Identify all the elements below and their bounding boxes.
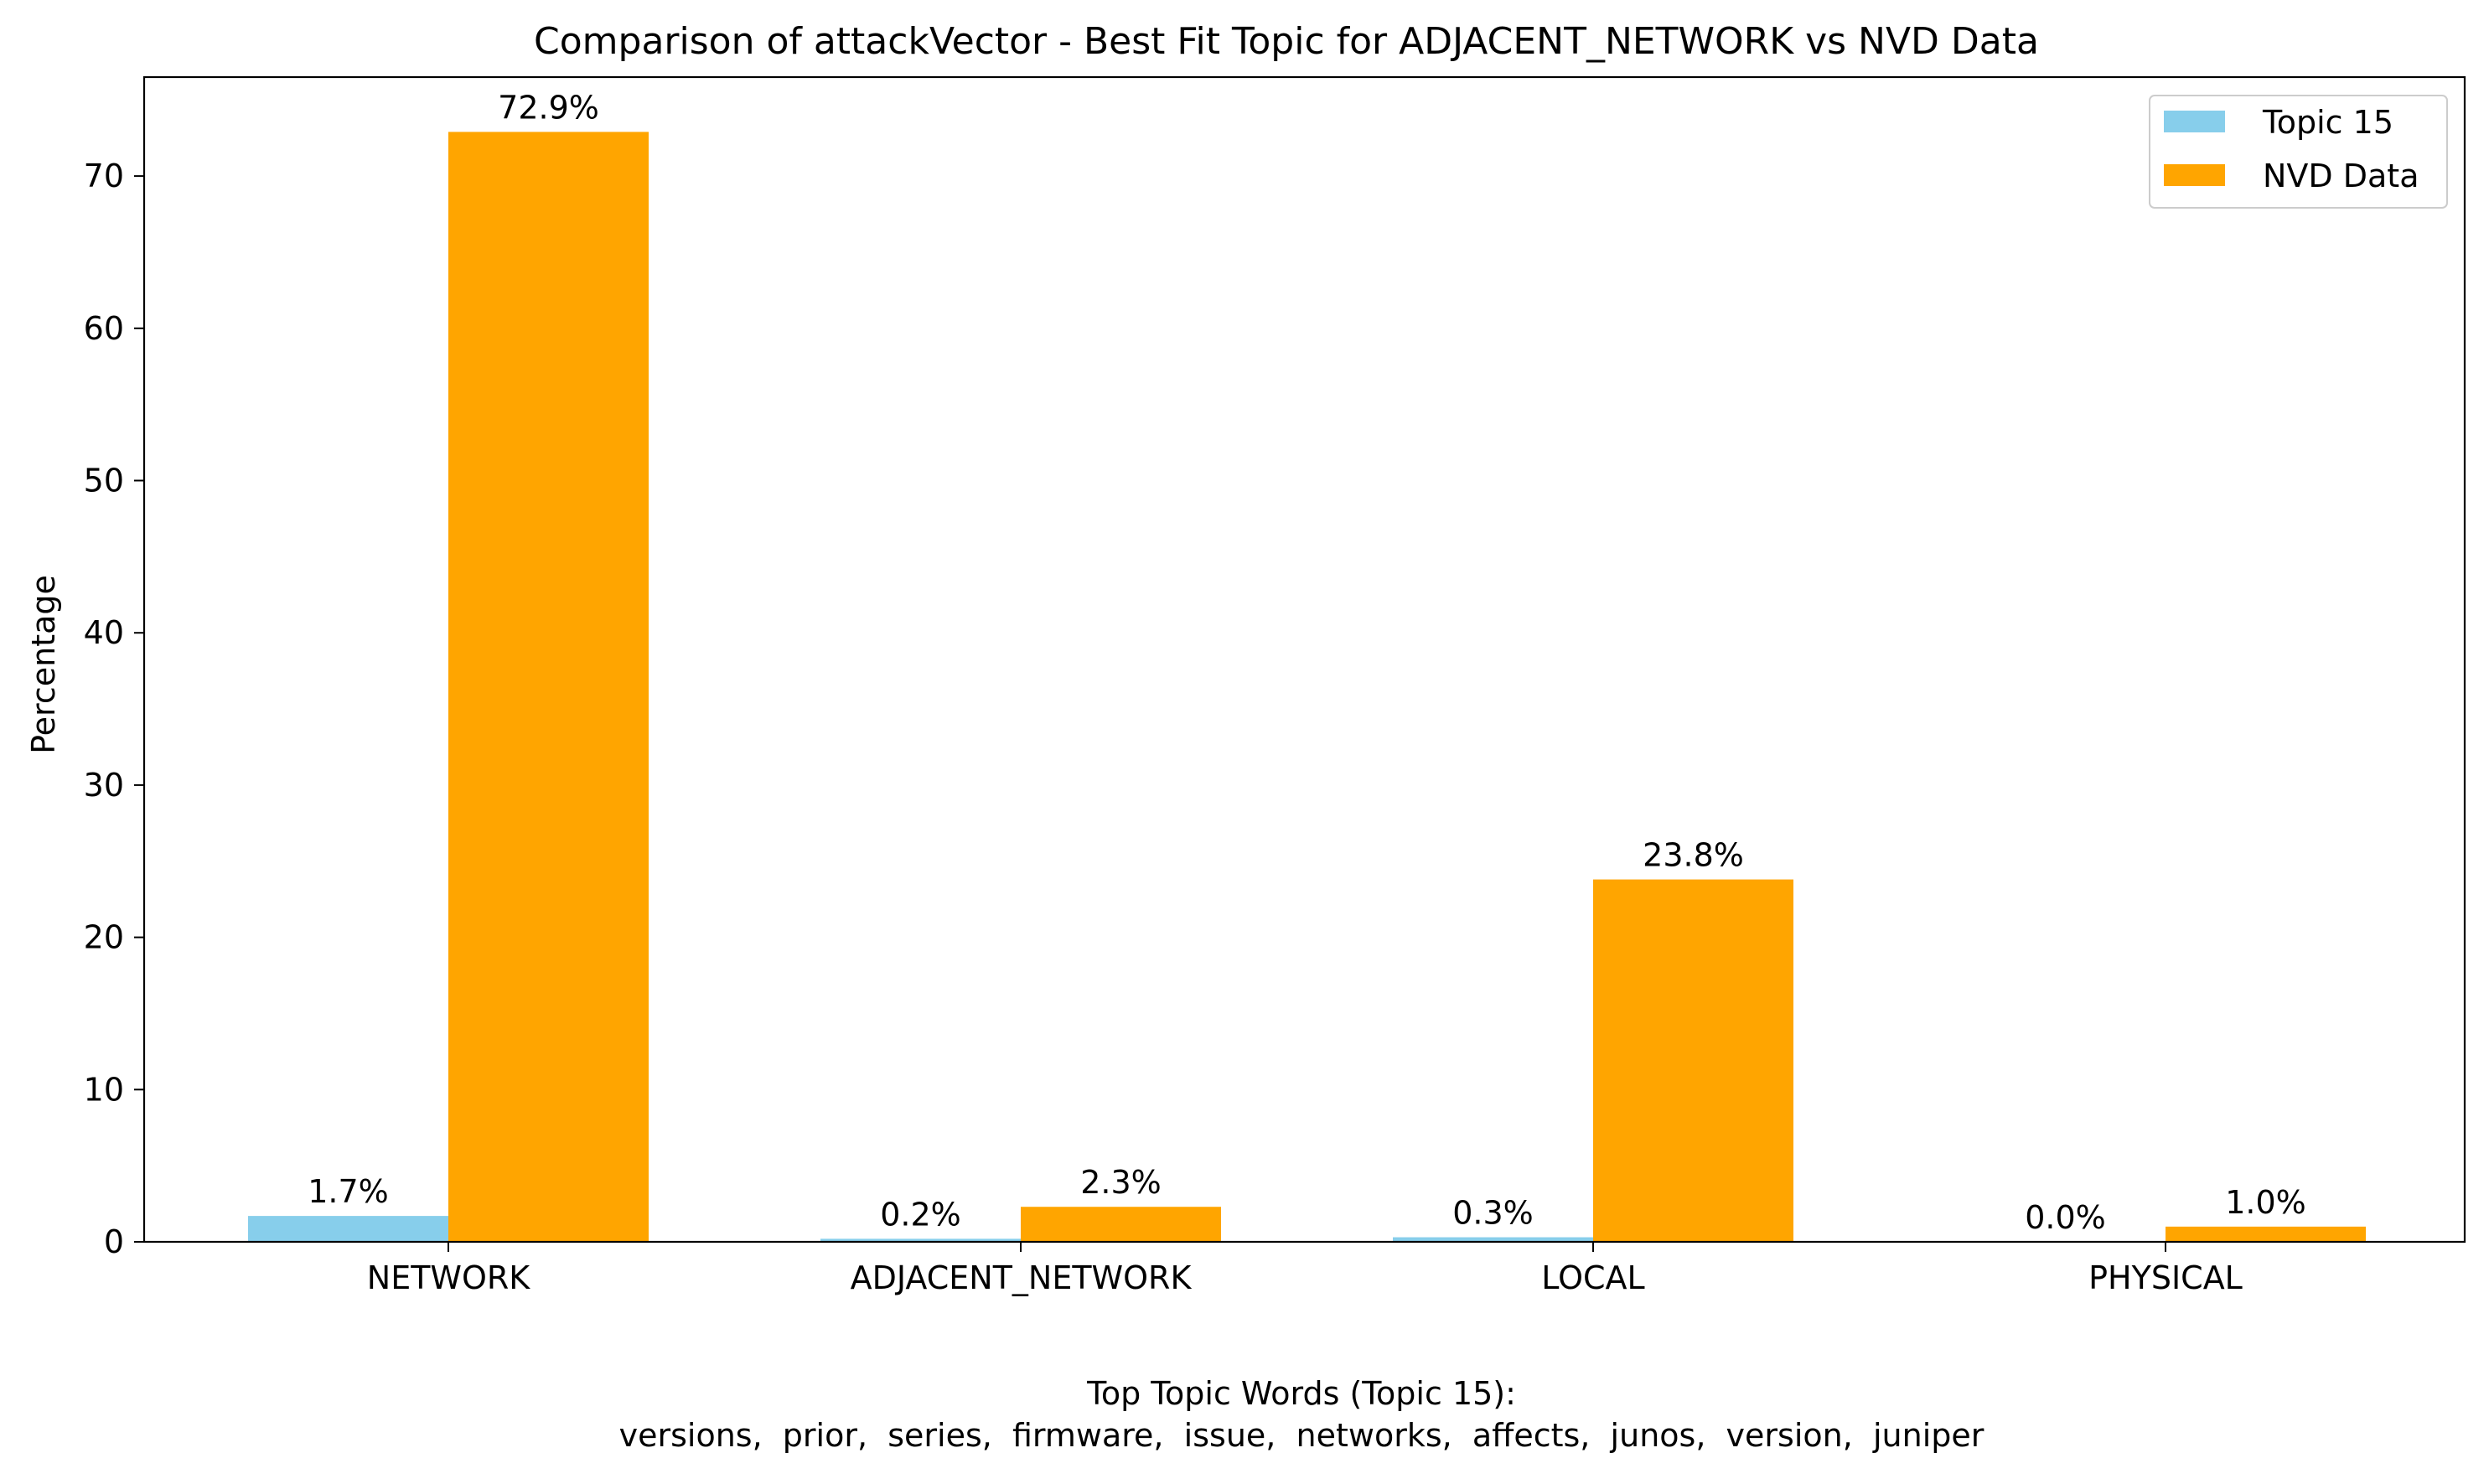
footer-topic-words: versions, prior, series, firmware, issue…: [619, 1417, 1984, 1454]
bar-nvd-data-local: [1593, 879, 1793, 1242]
bar-nvd-data-adjacent-network: [1021, 1207, 1221, 1242]
data-label-topic-15-adjacent-network: 0.2%: [880, 1196, 961, 1233]
x-ticks-layer: NETWORK ADJACENT_NETWORK LOCAL PHYSICAL: [367, 1242, 2243, 1296]
data-label-nvd-data-network: 72.9%: [498, 89, 599, 126]
bar-topic-15-adjacent-network: [820, 1238, 1021, 1242]
data-label-nvd-data-local: 23.8%: [1643, 837, 1744, 874]
chart-title: Comparison of attackVector - Best Fit To…: [534, 20, 2039, 63]
bar-topic-15-local: [1393, 1237, 1593, 1242]
data-label-topic-15-local: 0.3%: [1452, 1195, 1534, 1232]
y-tick-label-40: 40: [84, 614, 124, 651]
bar-nvd-data-physical: [2166, 1226, 2366, 1242]
x-tick-label-local: LOCAL: [1541, 1259, 1644, 1296]
bar-nvd-data-network: [448, 132, 649, 1243]
legend-label-nvd: NVD Data: [2263, 158, 2419, 194]
data-label-nvd-data-adjacent-network: 2.3%: [1080, 1164, 1162, 1201]
data-labels-layer: 1.7% 72.9% 0.2% 2.3% 0.3% 23.8% 0.0% 1.0%: [308, 89, 2306, 1236]
y-tick-label-30: 30: [84, 767, 124, 804]
legend-label-topic: Topic 15: [2262, 104, 2393, 141]
data-label-topic-15-physical: 0.0%: [2025, 1199, 2106, 1236]
x-tick-label-adjacent-network: ADJACENT_NETWORK: [851, 1259, 1193, 1296]
legend-swatch-nvd: [2164, 164, 2225, 186]
bar-topic-15-network: [248, 1216, 448, 1242]
plot-frame: [142, 75, 2466, 1244]
y-tick-label-50: 50: [84, 463, 124, 499]
y-tick-label-10: 10: [84, 1071, 124, 1108]
y-tick-label-20: 20: [84, 919, 124, 956]
data-label-nvd-data-physical: 1.0%: [2225, 1184, 2306, 1221]
y-ticks-layer: 0 10 20 30 40 50 60 70: [84, 158, 144, 1260]
legend: Topic 15 NVD Data: [2149, 95, 2448, 209]
bars-layer: [248, 132, 2366, 1243]
data-label-topic-15-network: 1.7%: [308, 1173, 389, 1210]
x-tick-label-network: NETWORK: [367, 1259, 531, 1296]
legend-swatch-topic: [2164, 111, 2225, 132]
y-axis-label: Percentage: [25, 575, 62, 754]
y-tick-label-0: 0: [104, 1223, 124, 1260]
footer-heading: Top Topic Words (Topic 15):: [1086, 1375, 1516, 1412]
y-tick-label-70: 70: [84, 158, 124, 194]
x-tick-label-physical: PHYSICAL: [2088, 1259, 2243, 1296]
y-tick-label-60: 60: [84, 310, 124, 347]
